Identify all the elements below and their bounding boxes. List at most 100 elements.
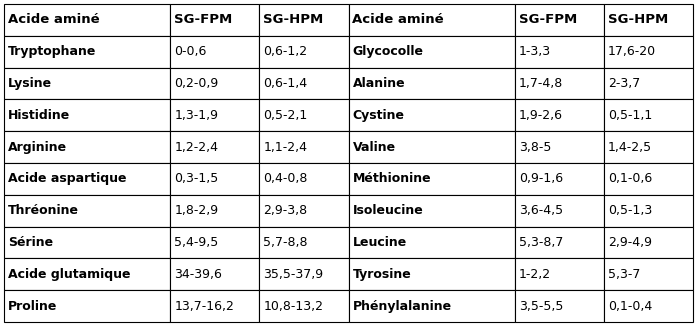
Text: SG-HPM: SG-HPM — [608, 13, 668, 26]
Bar — [259, 163, 348, 195]
Bar — [604, 67, 693, 99]
Bar — [515, 290, 604, 322]
Bar — [259, 99, 348, 131]
Bar — [4, 67, 170, 99]
Bar — [348, 67, 515, 99]
Bar — [259, 227, 348, 259]
Bar — [348, 227, 515, 259]
Bar — [4, 290, 170, 322]
Text: 5,4-9,5: 5,4-9,5 — [174, 236, 219, 249]
Bar — [515, 259, 604, 290]
Text: 1,9-2,6: 1,9-2,6 — [519, 109, 562, 122]
Bar — [515, 67, 604, 99]
Text: SG-HPM: SG-HPM — [263, 13, 323, 26]
Text: 0,1-0,4: 0,1-0,4 — [608, 300, 652, 313]
Bar — [170, 4, 259, 36]
Text: Acide aminé: Acide aminé — [353, 13, 444, 26]
Text: 1,3-1,9: 1,3-1,9 — [174, 109, 218, 122]
Text: Phénylalanine: Phénylalanine — [353, 300, 452, 313]
Text: 3,6-4,5: 3,6-4,5 — [519, 204, 563, 217]
Text: 5,3-8,7: 5,3-8,7 — [519, 236, 563, 249]
Text: Thréonine: Thréonine — [8, 204, 79, 217]
Text: 2,9-3,8: 2,9-3,8 — [263, 204, 307, 217]
Bar — [515, 195, 604, 227]
Text: 1,4-2,5: 1,4-2,5 — [608, 141, 652, 154]
Text: 0,1-0,6: 0,1-0,6 — [608, 172, 652, 185]
Text: 35,5-37,9: 35,5-37,9 — [263, 268, 323, 281]
Bar — [259, 131, 348, 163]
Text: Méthionine: Méthionine — [353, 172, 431, 185]
Bar — [348, 195, 515, 227]
Bar — [259, 67, 348, 99]
Bar — [4, 36, 170, 67]
Bar — [604, 163, 693, 195]
Text: Histidine: Histidine — [8, 109, 70, 122]
Text: 0,5-1,1: 0,5-1,1 — [608, 109, 652, 122]
Text: Alanine: Alanine — [353, 77, 405, 90]
Text: SG-FPM: SG-FPM — [174, 13, 233, 26]
Text: 10,8-13,2: 10,8-13,2 — [263, 300, 323, 313]
Text: 5,3-7: 5,3-7 — [608, 268, 641, 281]
Bar — [259, 4, 348, 36]
Text: 0-0,6: 0-0,6 — [174, 45, 206, 58]
Bar — [515, 99, 604, 131]
Bar — [170, 36, 259, 67]
Text: Acide aminé: Acide aminé — [8, 13, 100, 26]
Bar — [604, 4, 693, 36]
Text: 34-39,6: 34-39,6 — [174, 268, 222, 281]
Text: Proline: Proline — [8, 300, 57, 313]
Text: Tyrosine: Tyrosine — [353, 268, 411, 281]
Bar — [348, 290, 515, 322]
Bar — [515, 227, 604, 259]
Text: 1-3,3: 1-3,3 — [519, 45, 551, 58]
Bar — [259, 290, 348, 322]
Bar — [170, 227, 259, 259]
Bar — [604, 99, 693, 131]
Text: 3,8-5: 3,8-5 — [519, 141, 551, 154]
Text: 0,6-1,2: 0,6-1,2 — [263, 45, 307, 58]
Text: Arginine: Arginine — [8, 141, 67, 154]
Bar — [515, 163, 604, 195]
Text: 0,5-1,3: 0,5-1,3 — [608, 204, 652, 217]
Text: Glycocolle: Glycocolle — [353, 45, 424, 58]
Bar — [604, 227, 693, 259]
Bar — [170, 67, 259, 99]
Text: 0,6-1,4: 0,6-1,4 — [263, 77, 307, 90]
Bar — [604, 290, 693, 322]
Text: 3,5-5,5: 3,5-5,5 — [519, 300, 563, 313]
Bar — [348, 131, 515, 163]
Bar — [515, 131, 604, 163]
Bar — [4, 259, 170, 290]
Bar — [170, 290, 259, 322]
Bar — [348, 4, 515, 36]
Text: Sérine: Sérine — [8, 236, 53, 249]
Text: 0,3-1,5: 0,3-1,5 — [174, 172, 219, 185]
Text: 1,2-2,4: 1,2-2,4 — [174, 141, 218, 154]
Bar — [4, 163, 170, 195]
Text: Lysine: Lysine — [8, 77, 52, 90]
Bar — [4, 4, 170, 36]
Text: 2-3,7: 2-3,7 — [608, 77, 640, 90]
Bar — [170, 259, 259, 290]
Text: Acide aspartique: Acide aspartique — [8, 172, 126, 185]
Text: Leucine: Leucine — [353, 236, 407, 249]
Bar — [170, 99, 259, 131]
Bar — [348, 99, 515, 131]
Bar — [348, 163, 515, 195]
Bar — [348, 36, 515, 67]
Bar — [604, 195, 693, 227]
Bar — [170, 163, 259, 195]
Bar — [170, 131, 259, 163]
Text: Isoleucine: Isoleucine — [353, 204, 423, 217]
Text: 0,5-2,1: 0,5-2,1 — [263, 109, 307, 122]
Bar — [259, 36, 348, 67]
Bar — [4, 99, 170, 131]
Text: 1,8-2,9: 1,8-2,9 — [174, 204, 218, 217]
Text: Acide glutamique: Acide glutamique — [8, 268, 130, 281]
Text: 0,2-0,9: 0,2-0,9 — [174, 77, 219, 90]
Text: Tryptophane: Tryptophane — [8, 45, 96, 58]
Bar — [170, 195, 259, 227]
Text: 0,9-1,6: 0,9-1,6 — [519, 172, 563, 185]
Bar — [4, 195, 170, 227]
Text: 1-2,2: 1-2,2 — [519, 268, 551, 281]
